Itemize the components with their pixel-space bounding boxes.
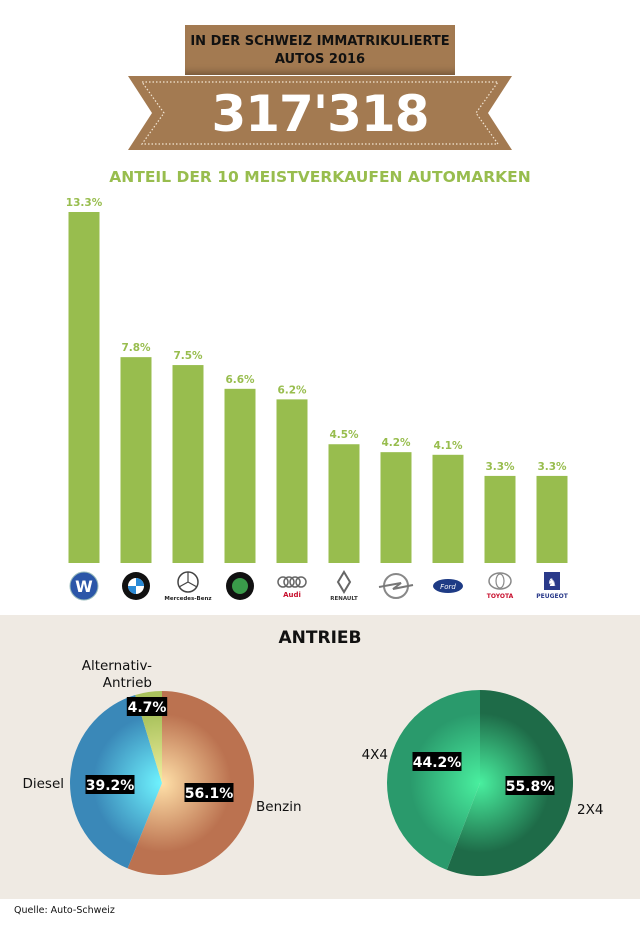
logo-peugeot: ♞ PEUGEOT — [527, 570, 577, 608]
pie-value-label: 39.2% — [86, 778, 135, 794]
banner-line-2: AUTOS 2016 — [274, 52, 366, 67]
pie-value-bg — [85, 775, 135, 794]
bar-renault — [328, 444, 360, 563]
bar-volkswagen — [68, 212, 100, 563]
pie-category-label: 2X4 — [577, 802, 603, 818]
logo-volkswagen: W — [59, 570, 109, 608]
logo-bmw — [111, 570, 161, 608]
header-banner: IN DER SCHWEIZ IMMATRIKULIERTE AUTOS 201… — [185, 25, 455, 75]
pie-value-label: 56.1% — [185, 786, 234, 802]
svg-text:W: W — [75, 577, 93, 596]
pie-category-label: 4X4 — [362, 747, 388, 763]
logo-ford: Ford — [423, 570, 473, 608]
pie-value-bg — [412, 752, 462, 771]
svg-text:♞: ♞ — [547, 576, 557, 589]
logo-skoda — [215, 570, 265, 608]
svg-text:Ford: Ford — [440, 583, 456, 591]
pie-slice-4x4 — [387, 690, 480, 870]
logo-renault: RENAULT — [319, 570, 369, 608]
bar-skoda — [224, 388, 256, 563]
svg-text:RENAULT: RENAULT — [330, 596, 358, 602]
svg-text:Mercedes-Benz: Mercedes-Benz — [164, 596, 211, 602]
bar-ford — [432, 454, 464, 563]
pie-value-bg — [126, 697, 168, 716]
bar-toyota — [484, 475, 516, 563]
bar-bmw — [120, 357, 152, 563]
bar-peugeot — [536, 475, 568, 563]
bar-mercedes-benz — [172, 365, 204, 563]
bar-value-label: 13.3% — [66, 197, 103, 209]
svg-text:TOYOTA: TOYOTA — [487, 593, 514, 600]
bar-chart: 13.3% 7.8% 7.5% 6.6% 6.2% 4.5% 4.2% 4.1% 3.3% 3.3… — [66, 197, 568, 563]
bar-value-label: 7.5% — [173, 350, 203, 362]
svg-text:Audi: Audi — [283, 591, 301, 599]
bar-opel — [380, 452, 412, 563]
pie-chart-title: ANTRIEB — [278, 628, 362, 648]
logo-mercedes-benz: Mercedes-Benz — [163, 570, 213, 608]
logo-toyota: TOYOTA — [475, 570, 525, 608]
bar-value-label: 6.2% — [277, 384, 307, 396]
pie-charts: 56.1% Benzin 39.2% Diesel 4.7% Alternativ-Ant… — [22, 658, 603, 876]
bar-value-label: 4.5% — [329, 429, 359, 441]
bar-value-label: 4.2% — [381, 437, 411, 449]
pie-value-bg — [505, 776, 555, 795]
pie-category-label: Antrieb — [103, 675, 152, 691]
bar-audi — [276, 399, 308, 563]
pie-value-bg — [184, 783, 234, 802]
pie-category-label: Diesel — [22, 776, 64, 792]
pie-value-label: 4.7% — [128, 700, 167, 716]
total-registered: 317'318 — [211, 85, 429, 143]
bar-chart-title: ANTEIL DER 10 MEISTVERKAUFEN AUTOMARKEN — [109, 168, 531, 186]
pie-category-label: Benzin — [256, 799, 302, 815]
pie-value-label: 55.8% — [506, 779, 555, 795]
pie-value-label: 44.2% — [413, 755, 462, 771]
bar-value-label: 7.8% — [121, 342, 151, 354]
banner-line-1: IN DER SCHWEIZ IMMATRIKULIERTE — [190, 34, 450, 49]
svg-text:PEUGEOT: PEUGEOT — [536, 593, 568, 600]
source-note: Quelle: Auto-Schweiz — [14, 905, 115, 916]
bar-value-label: 3.3% — [537, 461, 567, 473]
bar-value-label: 4.1% — [433, 440, 463, 452]
pie-category-label: Alternativ- — [82, 658, 152, 674]
logo-audi: Audi — [267, 570, 317, 608]
bar-value-label: 3.3% — [485, 461, 515, 473]
bar-value-label: 6.6% — [225, 374, 255, 386]
logo-opel — [371, 570, 421, 608]
ribbon — [128, 76, 512, 150]
